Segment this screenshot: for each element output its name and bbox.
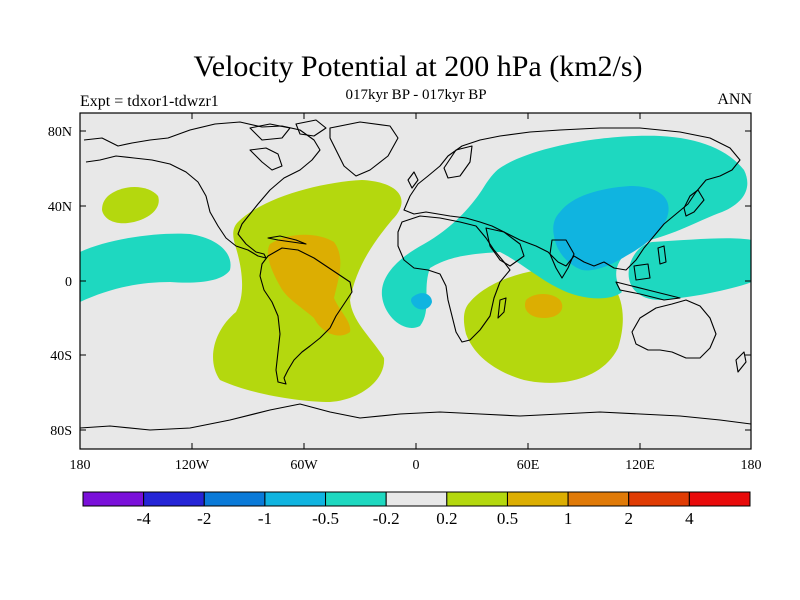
colorbar-swatch [264, 491, 327, 507]
coast-madagascar [497, 297, 507, 319]
coast-antarctica [80, 403, 751, 431]
colorbar-label: 2 [624, 509, 633, 528]
lon-label: 60E [517, 458, 540, 473]
colorbar-label: -2 [197, 509, 211, 528]
coast-india [549, 239, 575, 279]
contour-fill-strong-positive [524, 294, 563, 318]
contour-fill-strong-negative [553, 186, 669, 271]
colorbar-swatch [325, 491, 387, 507]
coastlines [80, 119, 751, 431]
colorbar-swatch [82, 491, 145, 507]
lat-axis [80, 130, 751, 431]
lon-label: 120E [625, 458, 655, 473]
coast-indonesia [615, 281, 681, 301]
coast-arabia [485, 227, 525, 267]
lat-label: 0 [65, 275, 72, 290]
coast-hudson-bay [249, 147, 283, 171]
lat-label: 40S [50, 349, 72, 364]
colorbar-swatch [628, 491, 690, 507]
colorbar-label: -0.2 [373, 509, 400, 528]
colorbar-label: 4 [685, 509, 694, 528]
contour-fill-strong-negative [411, 293, 432, 310]
lon-label: 180 [741, 458, 762, 473]
colorbar-label: 0.2 [436, 509, 457, 528]
colorbar-swatch [567, 491, 630, 507]
coast-philippines [657, 245, 667, 265]
map-subtitle: 017kyr BP - 017kyr BP [345, 87, 487, 103]
colorbar-label: -0.5 [312, 509, 339, 528]
coast-eurasia [403, 127, 741, 271]
coast-south-america [259, 247, 353, 385]
colorbar-swatch [385, 491, 448, 507]
colorbar-label: 1 [564, 509, 573, 528]
colorbar-swatch [446, 491, 508, 507]
coast-japan [683, 189, 705, 217]
experiment-label: Expt = tdxor1-tdwzr1 [80, 93, 219, 110]
coast-arctic-islands [249, 123, 291, 141]
colorbar-swatch [506, 491, 569, 507]
contour-fill-positive [102, 187, 159, 224]
coast-scandinavia [443, 145, 473, 179]
colorbar-label: -4 [137, 509, 152, 528]
map-panel [80, 113, 751, 449]
lon-axis [79, 113, 752, 449]
lon-label: 0 [413, 458, 420, 473]
contour-fill-negative [80, 233, 231, 302]
coast-north-america [83, 121, 321, 259]
contour-fill-strong-positive [267, 234, 351, 336]
lon-label: 120W [175, 458, 210, 473]
colorbar-label: 0.5 [497, 509, 518, 528]
coast-british-isles [407, 171, 419, 189]
lat-label: 40N [48, 200, 72, 215]
colorbar-swatch [203, 491, 266, 507]
coast-caribbean [267, 235, 307, 245]
colorbar-label: -1 [258, 509, 272, 528]
coast-borneo [633, 263, 651, 281]
coast-greenland [329, 121, 399, 177]
season-label: ANN [717, 91, 752, 108]
colorbar: -4 -2 -1 -0.5 -0.2 0.2 0.5 1 2 4 [82, 491, 751, 528]
lon-label: 180 [70, 458, 91, 473]
colorbar-swatch [688, 491, 751, 507]
map-title: Velocity Potential at 200 hPa (km2/s) [193, 50, 643, 83]
coast-arctic-islands [295, 119, 327, 137]
lon-label: 60W [290, 458, 318, 473]
coast-africa [397, 215, 511, 343]
contour-fill-negative [628, 238, 751, 300]
lat-label: 80S [50, 424, 72, 439]
lat-label: 80N [48, 125, 72, 140]
coast-new-zealand [735, 351, 747, 373]
coast-australia [631, 299, 717, 359]
colorbar-swatch [143, 491, 205, 507]
